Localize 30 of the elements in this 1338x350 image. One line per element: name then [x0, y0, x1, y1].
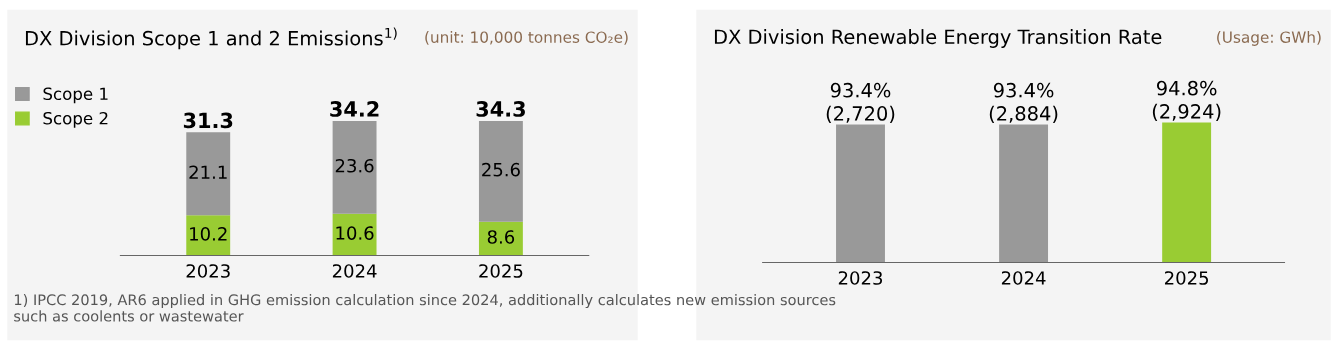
data-label: 23.6	[335, 158, 374, 173]
data-label: 10.6	[336, 226, 374, 240]
x-tick-label: 2023	[838, 271, 883, 285]
legend-label: Scope 2	[43, 111, 108, 128]
data-label: 93.4% (2,720)	[826, 82, 895, 124]
bar	[332, 213, 377, 256]
x-tick-label: 2025	[1164, 271, 1209, 285]
bar	[332, 120, 377, 214]
data-label: 21.1	[189, 165, 227, 179]
x-tick-label: 2024	[1001, 271, 1046, 285]
data-label: 25.6	[482, 162, 520, 177]
chart-subtitle: (Usage: GWh)	[1217, 31, 1321, 46]
chart-title: DX Division Renewable Energy Transition Rate	[714, 29, 1162, 48]
text: 1) IPCC 2019, AR6 applied in GHG emission calculation since 2024, additionally calculates new emission sources such as coolents or wastewater	[14, 294, 836, 322]
bar	[186, 215, 231, 256]
chart-subtitle: (unit: 10,000 tonnes CO₂e)	[425, 31, 628, 45]
data-label: 94.8% (2,924)	[1152, 80, 1221, 122]
x-tick-label: 2025	[479, 264, 523, 278]
x-tick-label: 2023	[186, 264, 230, 278]
legend-label: Scope 1	[43, 87, 108, 104]
data-label: 8.6	[487, 230, 515, 244]
data-label: 10.2	[190, 227, 227, 241]
x-tick-label: 2024	[332, 264, 377, 278]
chart-title: DX Division Scope 1 and 2 Emissions$^{1)}$	[25, 27, 397, 50]
bar	[186, 132, 231, 216]
bar	[478, 120, 523, 222]
total-label: 31.3	[183, 112, 233, 129]
total-label: 34.3	[476, 101, 525, 117]
data-label: 93.4% (2,884)	[989, 82, 1058, 124]
total-label: 34.2	[330, 101, 379, 117]
